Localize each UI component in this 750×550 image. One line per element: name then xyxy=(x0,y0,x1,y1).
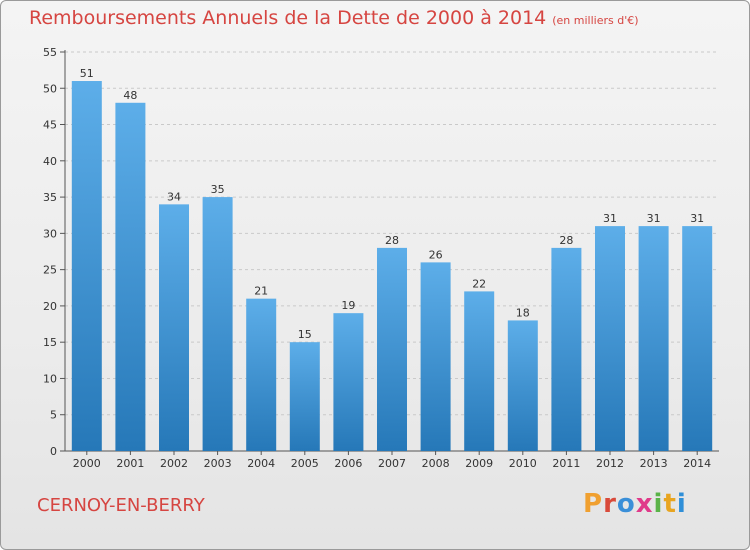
logo-letter: x xyxy=(635,489,654,519)
y-tick-label: 10 xyxy=(43,372,57,385)
y-tick-label: 20 xyxy=(43,300,57,313)
x-tick-label: 2003 xyxy=(204,457,232,470)
logo-letter: o xyxy=(616,489,636,519)
logo-letter: r xyxy=(603,489,617,519)
x-tick-label: 2011 xyxy=(552,457,580,470)
bar-2004 xyxy=(246,298,277,451)
bar-value-label: 31 xyxy=(647,212,661,225)
bar-2011 xyxy=(551,247,582,451)
bar-2010 xyxy=(507,320,538,451)
bar-value-label: 31 xyxy=(690,212,704,225)
bar-2014 xyxy=(682,226,713,451)
x-tick-label: 2009 xyxy=(465,457,493,470)
bar-value-label: 35 xyxy=(211,183,225,196)
bar-value-label: 26 xyxy=(429,248,443,261)
bar-2002 xyxy=(159,204,189,451)
bar-2003 xyxy=(202,197,233,451)
bar-value-label: 31 xyxy=(603,212,617,225)
x-tick-label: 2012 xyxy=(596,457,624,470)
bars xyxy=(71,81,713,452)
bar-2001 xyxy=(115,102,146,452)
logo-letter: i xyxy=(676,489,687,519)
y-tick-label: 50 xyxy=(43,82,57,95)
x-tick-label: 2002 xyxy=(160,457,188,470)
y-tick-label: 30 xyxy=(43,227,57,240)
bar-2012 xyxy=(595,226,625,451)
y-tick-label: 25 xyxy=(43,264,57,277)
bar-value-label: 28 xyxy=(385,234,399,247)
y-tick-label: 40 xyxy=(43,155,57,168)
bar-2005 xyxy=(289,342,320,451)
bar-2008 xyxy=(420,262,451,451)
bar-2009 xyxy=(464,291,495,451)
bar-2000 xyxy=(71,81,102,451)
bar-value-label: 15 xyxy=(298,328,312,341)
bar-value-label: 28 xyxy=(559,234,573,247)
x-tick-label: 2010 xyxy=(509,457,537,470)
y-tick-label: 55 xyxy=(43,46,57,59)
x-tick-label: 2004 xyxy=(247,457,275,470)
y-tick-label: 35 xyxy=(43,191,57,204)
y-tick-label: 5 xyxy=(50,409,57,422)
bar-value-label: 48 xyxy=(123,89,137,102)
chart-title: Remboursements Annuels de la Dette de 20… xyxy=(29,7,639,29)
logo-letter: P xyxy=(583,489,604,519)
bar-2013 xyxy=(638,226,669,451)
logo-letter: i xyxy=(653,489,664,519)
y-tick-label: 45 xyxy=(43,119,57,132)
labels: 0 5 10 15 20 25 30 35 40 45 50 55 51 2000 48 2001 34 2002… xyxy=(43,46,711,470)
x-tick-label: 2000 xyxy=(73,457,101,470)
bar-value-label: 18 xyxy=(516,306,530,319)
bar-2007 xyxy=(377,247,407,451)
x-tick-label: 2005 xyxy=(291,457,319,470)
city-name: CERNOY-EN-BERRY xyxy=(37,495,205,516)
logo-letter: t xyxy=(663,489,677,519)
chart-unit-label: (en milliers d'€) xyxy=(552,14,639,27)
y-tick-label: 15 xyxy=(43,336,57,349)
x-tick-label: 2007 xyxy=(378,457,406,470)
x-tick-label: 2013 xyxy=(640,457,668,470)
x-tick-label: 2001 xyxy=(116,457,144,470)
bar-value-label: 19 xyxy=(341,299,355,312)
x-tick-label: 2014 xyxy=(683,457,711,470)
bar-value-label: 21 xyxy=(254,285,268,298)
bar-2006 xyxy=(333,313,364,451)
bar-value-label: 34 xyxy=(167,190,181,203)
bar-value-label: 22 xyxy=(472,277,486,290)
chart-title-text: Remboursements Annuels de la Dette de 20… xyxy=(29,7,547,29)
bar-value-label: 51 xyxy=(80,67,94,80)
y-tick-label: 0 xyxy=(50,445,57,458)
x-tick-label: 2006 xyxy=(334,457,362,470)
x-tick-label: 2008 xyxy=(422,457,450,470)
proxiti-logo[interactable]: Proxiti xyxy=(583,489,687,519)
